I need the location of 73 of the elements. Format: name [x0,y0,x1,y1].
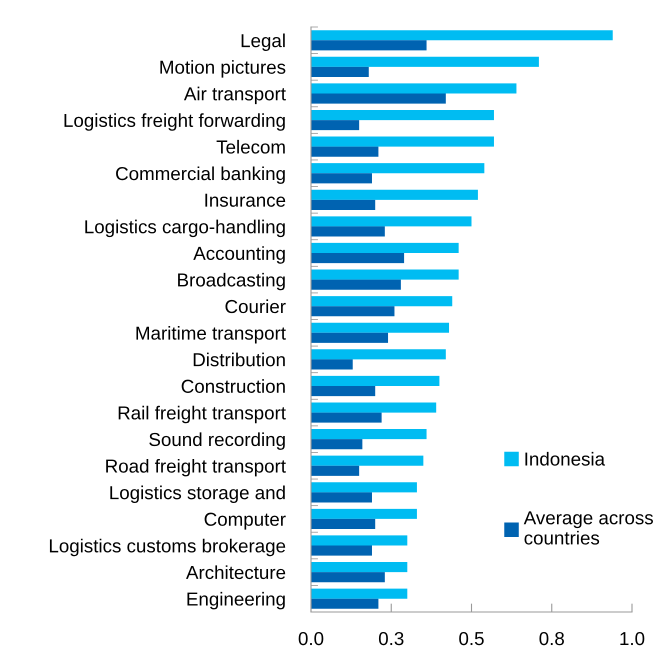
y-tick-label: Broadcasting [178,272,285,290]
bar [311,439,362,450]
y-tick-label: Maritime transport [136,326,286,344]
bar [311,30,613,40]
bar [311,562,408,572]
y-tick-label: Sound recording [149,432,285,450]
bar [311,226,385,237]
x-tick-label: 0.3 [378,632,404,646]
y-tick-label: Logistics storage and [110,486,285,504]
y-tick-label: Legal [242,34,285,51]
bar [311,163,484,174]
legend-label: Average across countries [524,511,653,545]
bar [311,306,394,316]
y-tick-label: Courier [225,299,286,314]
bar [311,110,494,120]
bar [311,359,353,370]
bar [311,412,382,423]
x-tick-label: 0.5 [459,632,484,646]
bar [311,253,404,264]
legend-label: Indonesia [525,452,606,466]
y-tick-label: Architecture [186,565,286,580]
bar [311,429,427,440]
bar [311,190,478,200]
bar [311,136,494,147]
bar [311,535,408,546]
y-tick-label: Insurance [205,194,286,207]
y-tick-label: Logistics cargo-handling [85,220,285,238]
y-tick-label: Commercial banking [116,166,285,184]
bar [311,173,372,184]
bar [311,518,376,530]
bar [311,216,472,226]
bar [311,376,440,386]
y-tick-label: Construction [182,379,285,393]
y-tick-label: Distribution [194,352,285,366]
bar [311,456,424,466]
bar [311,280,401,290]
x-tick-label: 0.0 [298,632,324,646]
y-tick-label: Logistics customs brokerage [50,538,286,556]
bar [311,402,436,413]
bar [311,482,417,492]
bar [311,40,427,50]
bar [311,93,446,104]
y-tick-label: Computer [204,512,286,530]
bar [311,56,539,67]
bar [311,66,369,77]
bar [311,270,459,280]
bar [311,508,417,519]
y-tick-label: Accounting [193,246,285,264]
bar [311,242,459,254]
bar [311,588,408,599]
y-tick-label: Air transport [184,86,286,104]
y-tick-label: Telecom [216,140,285,154]
bar [311,466,360,476]
y-tick-label: Engineering [187,592,285,610]
y-tick-label: Rail freight transport [118,406,286,424]
bar [311,386,376,396]
bar [311,598,378,609]
x-tick-label: 1.0 [620,632,644,646]
y-tick-label: Motion pictures [160,60,286,78]
bar [311,322,450,333]
bar [311,332,388,343]
bar [311,200,376,210]
bar [311,120,360,130]
bar [311,492,372,502]
x-tick-label: 0.8 [539,632,564,646]
bar [311,146,378,157]
y-tick-label: Logistics freight forwarding [64,113,285,131]
bar [311,296,452,306]
bar [311,349,446,360]
bar [311,572,385,582]
y-tick-label: Road freight transport [106,458,286,476]
bar [311,83,516,94]
bar [311,546,372,556]
